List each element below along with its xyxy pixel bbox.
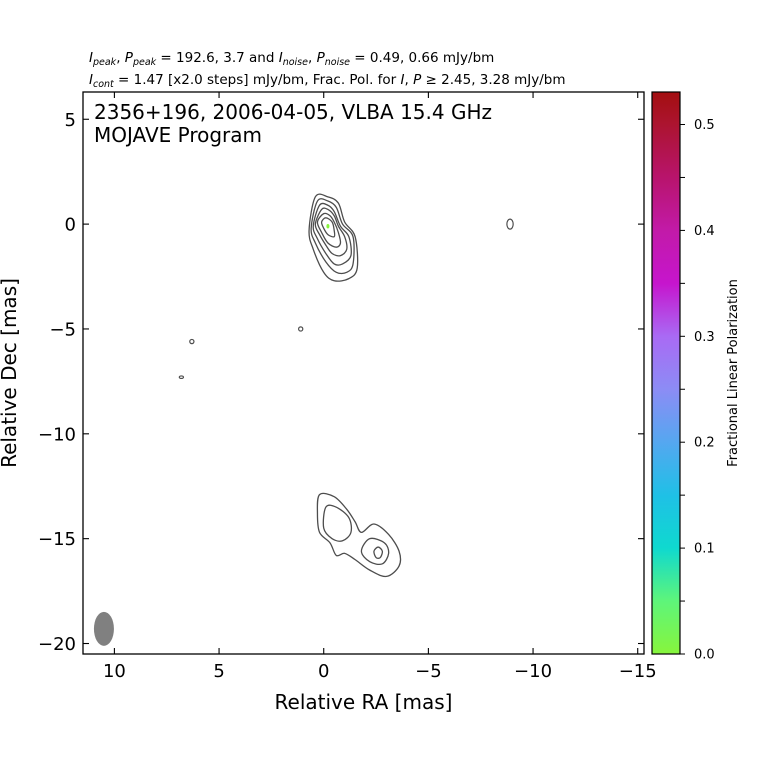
y-axis-label: Relative Dec [mas] [0,278,21,468]
header-noise-line: Ipeak, Ppeak = 192.6, 3.7 and Inoise, Pn… [89,50,494,68]
south-blob-contour-level-1 [316,492,402,578]
chart-title: 2356+196, 2006-04-05, VLBA 15.4 GHz [94,100,492,124]
contour-south-blob [316,492,402,578]
x-tick-label: −15 [619,661,657,682]
colorbar-gradient [652,92,680,654]
mid-spot-contour [298,326,304,332]
east-spot-2-contour [178,375,185,380]
plot-area [83,92,644,654]
y-tick-label: −15 [38,529,76,550]
axis-ticks: 10 5 0 −5 −10 −15 5 0 −5 −10 −15 −20 [38,92,657,682]
x-tick-label: 0 [318,661,329,682]
beam-ellipse [93,611,114,646]
core-contour-level-6 [320,217,336,238]
x-axis-label: Relative RA [mas] [275,690,453,714]
colorbar-tick-label: 0.5 [694,118,715,133]
core-contour-level-5 [316,212,342,248]
plot-frame [82,91,645,655]
y-tick-label: −5 [49,319,76,340]
contour-east-spot-1 [189,338,195,345]
east-spot-1-contour [189,338,195,345]
south-blob-contour-level-4 [373,546,384,559]
core-contour-level-1 [308,193,359,282]
colorbar-label: Fractional Linear Polarization [726,279,741,467]
x-tick-label: 10 [103,661,126,682]
contour-west-spot [506,218,514,230]
y-tick-label: −10 [38,424,76,445]
colorbar-frame [651,91,681,655]
y-tick-label: −20 [38,634,76,655]
contour-layer [93,193,514,646]
x-tick-label: −5 [415,661,442,682]
south-blob-contour-level-3 [360,537,390,566]
contour-mid-spot [298,326,304,332]
colorbar: 0.0 0.1 0.2 0.3 0.4 0.5 Fractional Linear Pol… [651,91,741,663]
y-tick-label: 0 [65,215,76,236]
colorbar-tick-label: 0.0 [694,648,715,663]
colorbar-tick-label: 0.2 [694,436,715,451]
south-blob-contour-level-2 [322,504,353,542]
colorbar-tick-label: 0.3 [694,330,715,345]
contour-core [308,193,359,282]
y-tick-label: 5 [65,110,76,131]
core-contour-level-3 [312,202,352,266]
polarization-point [326,224,330,229]
colorbar-tick-label: 0.1 [694,542,715,557]
core-contour-level-4 [314,207,348,257]
x-tick-label: −10 [514,661,552,682]
header-contour-line: Icont = 1.47 [x2.0 steps] mJy/bm, Frac. … [89,72,566,90]
core-contour-level-2 [310,198,355,275]
chart-subtitle: MOJAVE Program [94,123,262,147]
x-tick-label: 5 [213,661,224,682]
west-spot-contour [506,218,514,230]
contour-east-spot-2 [178,375,185,380]
colorbar-tick-label: 0.4 [694,224,715,239]
